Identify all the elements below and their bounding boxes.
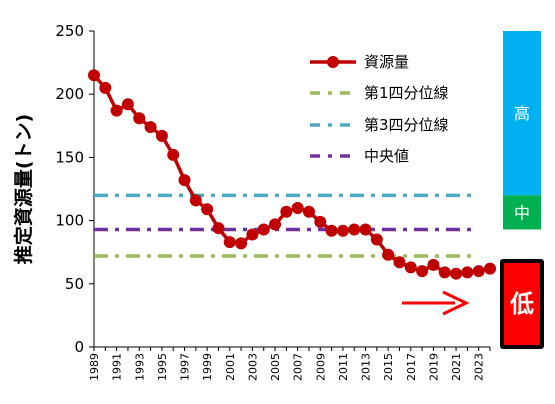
- data-point: [189, 194, 202, 207]
- trend-arrow-head: [442, 290, 470, 316]
- plot-area: 0 50 100 150 200 250 1989 1991 1993 1995 1997 1999 2…: [12, 22, 496, 381]
- data-point: [359, 223, 372, 236]
- x-tick-label: 2001: [224, 353, 237, 381]
- data-point: [88, 69, 100, 82]
- data-point: [450, 267, 463, 280]
- data-point: [302, 205, 315, 218]
- x-tick-label: 2009: [314, 353, 327, 381]
- level-band: [504, 263, 540, 345]
- data-point: [416, 265, 429, 278]
- y-tick-label: 0: [74, 338, 84, 356]
- data-point: [370, 233, 383, 246]
- data-point: [121, 98, 134, 111]
- data-point: [178, 174, 191, 187]
- y-tick-label: 250: [55, 22, 84, 40]
- x-tick-label: 2015: [382, 353, 395, 381]
- x-tick-label: 1999: [201, 353, 214, 381]
- y-tick-label: 150: [55, 148, 84, 166]
- data-point: [246, 228, 259, 241]
- data-point: [438, 266, 451, 279]
- data-point: [291, 201, 304, 214]
- x-tick-label: 2011: [337, 353, 350, 381]
- data-point: [461, 266, 474, 279]
- x-tick-label: 2005: [269, 353, 282, 381]
- y-tick-label: 50: [65, 275, 84, 293]
- x-tick-label: 2007: [292, 353, 305, 381]
- data-point: [133, 112, 146, 125]
- level-label: 低: [509, 290, 534, 318]
- series-line: [92, 74, 491, 276]
- x-tick-label: 1995: [156, 353, 169, 381]
- data-point: [110, 104, 123, 117]
- level-band: [503, 31, 541, 196]
- data-point: [223, 236, 236, 249]
- legend-label: 第1四分位線: [364, 84, 449, 102]
- x-tick-label: 2021: [450, 353, 463, 381]
- x-tick-label: 2003: [246, 353, 259, 381]
- data-point: [212, 222, 225, 235]
- data-point: [280, 205, 293, 218]
- data-point: [257, 223, 270, 236]
- data-point: [336, 224, 349, 237]
- level-bar: 高中低: [500, 31, 544, 349]
- y-tick-label: 200: [55, 85, 84, 103]
- level-band: [503, 195, 541, 230]
- y-axis-label: 推定資源量(トン): [12, 114, 35, 264]
- x-tick-label: 2017: [405, 353, 418, 381]
- x-tick-label: 1997: [179, 353, 192, 381]
- data-point: [472, 265, 485, 278]
- data-point: [427, 258, 440, 271]
- data-point: [484, 262, 496, 275]
- level-label: 高: [514, 104, 530, 123]
- x-tick-label: 2019: [427, 353, 440, 381]
- data-point: [404, 261, 417, 274]
- legend-label: 第3四分位線: [364, 116, 449, 134]
- data-point: [155, 129, 168, 142]
- data-point: [382, 248, 395, 261]
- x-tick-label: 1993: [133, 353, 146, 381]
- x-tick-label: 1991: [111, 353, 124, 381]
- data-point: [144, 121, 157, 134]
- data-point: [348, 223, 361, 236]
- level-label: 中: [514, 203, 530, 222]
- data-point: [201, 203, 214, 216]
- data-point: [99, 81, 112, 94]
- legend-label: 資源量: [364, 53, 409, 71]
- data-point: [235, 237, 248, 250]
- data-point: [269, 218, 282, 231]
- legend-marker-resources: [327, 56, 339, 68]
- data-point: [325, 224, 338, 237]
- data-point: [393, 256, 406, 269]
- y-tick-label: 100: [55, 212, 84, 230]
- x-tick-label: 2013: [360, 353, 373, 381]
- x-tick-label: 1989: [88, 353, 101, 381]
- x-tick-label: 2023: [473, 353, 486, 381]
- legend-label: 中央値: [364, 147, 409, 165]
- data-point: [314, 215, 327, 228]
- data-point: [167, 148, 180, 161]
